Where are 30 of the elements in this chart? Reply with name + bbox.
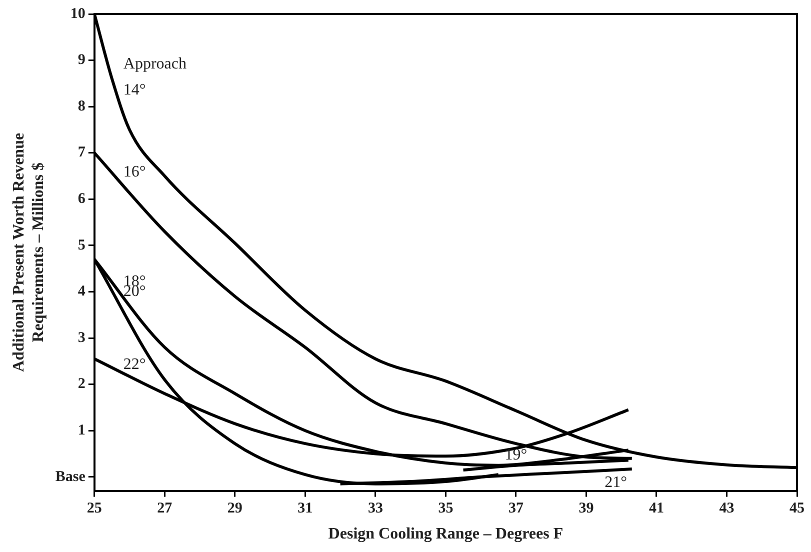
y-tick-label: 3 [78, 330, 86, 346]
series-label: 22° [123, 356, 146, 373]
y-tick-label: 1 [78, 422, 86, 438]
y-tick-label: 8 [78, 98, 86, 114]
x-tick-label: 29 [227, 500, 242, 517]
x-tick-label: 43 [719, 500, 734, 517]
x-tick-label: 37 [508, 500, 524, 517]
y-tick-label: Base [55, 468, 86, 485]
y-tick-label: 5 [78, 237, 86, 254]
y-tick-label: 10 [70, 6, 86, 22]
x-tick-label: 45 [790, 500, 804, 517]
series-label: 16° [123, 164, 146, 181]
y-axis-title: Additional Present Worth Revenue Requirements – Millions $ [10, 132, 47, 372]
x-tick-label: 25 [86, 500, 102, 517]
y-tick-label: 7 [78, 144, 86, 161]
y-tick-label: 2 [78, 376, 86, 392]
x-tick-label: 31 [298, 500, 313, 517]
series-label: 21° [604, 474, 628, 492]
y-tick-label: 4 [78, 284, 86, 300]
x-tick-label: 35 [438, 500, 454, 517]
x-tick-label: 33 [368, 500, 383, 517]
y-tick-label: 6 [78, 191, 86, 208]
annotation: Approach [123, 55, 186, 72]
x-tick-label: 39 [578, 500, 594, 517]
x-tick-label: 41 [648, 500, 664, 517]
x-tick-label: 27 [157, 500, 173, 517]
x-axis-title: Design Cooling Range – Degrees F [328, 526, 564, 543]
y-tick-label: 9 [78, 52, 86, 68]
series-label: 19° [504, 446, 528, 464]
series-label: 14° [123, 81, 146, 98]
